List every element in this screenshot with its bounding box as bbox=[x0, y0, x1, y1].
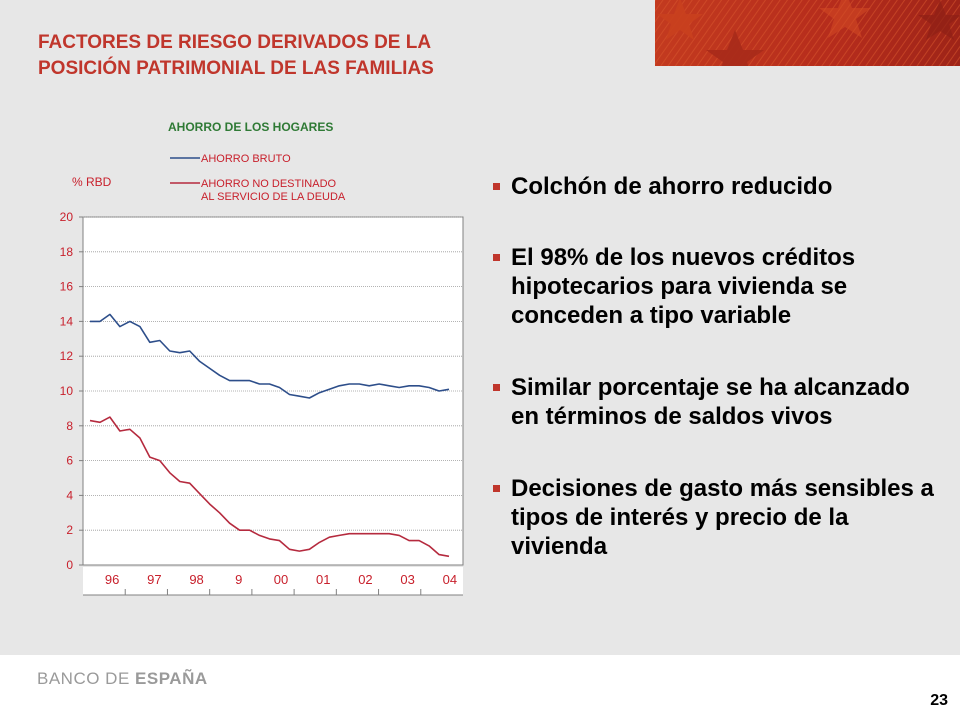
series-line bbox=[89, 416, 450, 558]
slide-title-line-2: POSICIÓN PATRIMONIAL DE LAS FAMILIAS bbox=[38, 58, 434, 79]
slide-title-line-1: FACTORES DE RIESGO DERIVADOS DE LA bbox=[38, 32, 432, 53]
household-savings-chart: 0 2 4 6 8 10 12 14 16 18 20 96 97 98 9 00 01 02 03 04 AHORRO… bbox=[40, 110, 480, 610]
y-tick-label: 10 bbox=[60, 384, 74, 398]
banco-de-espana-logo: BANCO DE ESPAÑA bbox=[37, 669, 208, 689]
logo-text-part2: ESPAÑA bbox=[135, 669, 208, 688]
logo-text-part1: BANCO DE bbox=[37, 669, 136, 688]
bullet-text: Similar porcentaje se ha alcanzado en té… bbox=[511, 374, 910, 430]
legend-label: AHORRO BRUTO bbox=[201, 153, 291, 165]
flag-stars-banner bbox=[655, 0, 960, 66]
y-tick-label: 2 bbox=[66, 523, 73, 537]
y-axis-label: % RBD bbox=[72, 175, 112, 189]
x-tick-label: 96 bbox=[105, 572, 119, 587]
bullet-item: El 98% de los nuevos créditos hipotecari… bbox=[493, 243, 943, 330]
square-bullet-icon bbox=[493, 254, 500, 261]
page-number: 23 bbox=[930, 692, 948, 709]
y-tick-label: 4 bbox=[66, 488, 73, 502]
y-tick-label: 14 bbox=[60, 314, 74, 328]
bullet-text: El 98% de los nuevos créditos hipotecari… bbox=[511, 244, 856, 329]
square-bullet-icon bbox=[493, 485, 500, 492]
x-tick-label: 98 bbox=[189, 572, 203, 587]
slide-title: FACTORES DE RIESGO DERIVADOS DE LA POSIC… bbox=[38, 30, 598, 82]
bullet-list: Colchón de ahorro reducido El 98% de los… bbox=[493, 172, 943, 561]
legend-label: AHORRO NO DESTINADO AL SERVICIO DE LA DEU… bbox=[201, 178, 346, 203]
x-tick-label: 00 bbox=[274, 572, 288, 587]
x-tick-label: 01 bbox=[316, 572, 330, 587]
x-axis-band bbox=[83, 567, 463, 595]
bullet-item: Similar porcentaje se ha alcanzado en té… bbox=[493, 373, 943, 431]
y-tick-label: 12 bbox=[60, 349, 74, 363]
chart-title: AHORRO DE LOS HOGARES bbox=[168, 120, 333, 134]
x-tick-label: 03 bbox=[400, 572, 414, 587]
square-bullet-icon bbox=[493, 183, 500, 190]
bullet-text: Decisiones de gasto más sensibles a tipo… bbox=[511, 475, 934, 560]
bullet-item: Colchón de ahorro reducido bbox=[493, 172, 943, 201]
bullet-text: Colchón de ahorro reducido bbox=[511, 173, 833, 200]
y-tick-label: 18 bbox=[60, 245, 74, 259]
x-tick-label: 04 bbox=[443, 572, 457, 587]
y-tick-label: 0 bbox=[66, 558, 73, 572]
y-tick-label: 8 bbox=[66, 419, 73, 433]
x-tick-label: 97 bbox=[147, 572, 161, 587]
series-line bbox=[90, 313, 450, 399]
y-tick-label: 20 bbox=[60, 210, 74, 224]
square-bullet-icon bbox=[493, 384, 500, 391]
bullet-item: Decisiones de gasto más sensibles a tipo… bbox=[493, 474, 943, 561]
y-tick-label: 6 bbox=[66, 454, 73, 468]
x-tick-label: 9 bbox=[235, 572, 242, 587]
y-tick-label: 16 bbox=[60, 280, 74, 294]
x-tick-label: 02 bbox=[358, 572, 372, 587]
